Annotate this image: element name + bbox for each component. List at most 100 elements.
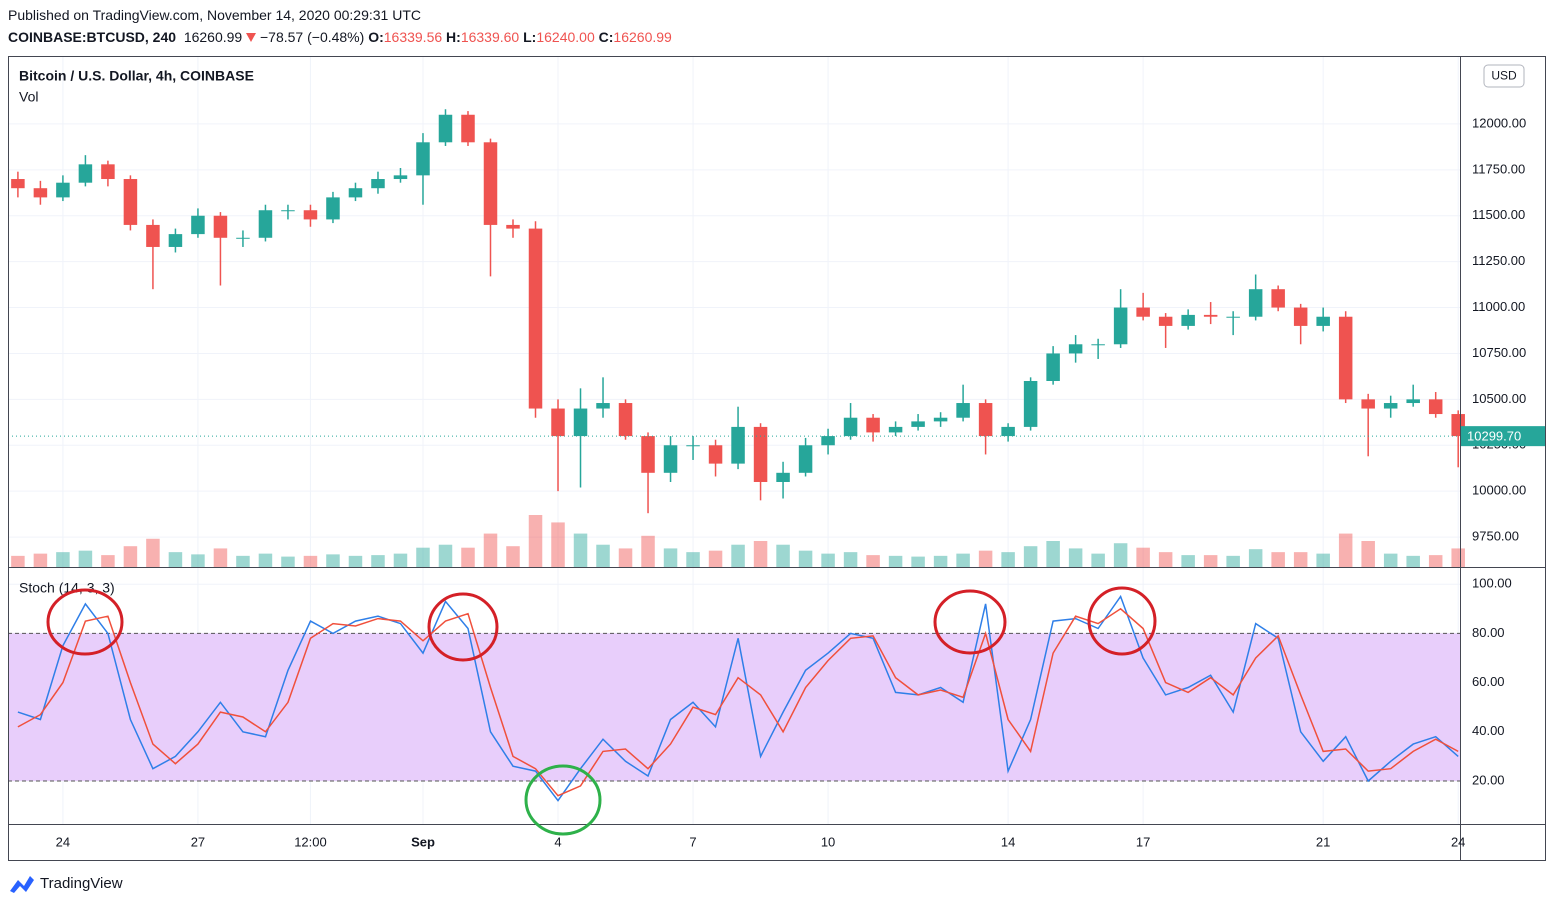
volume-bar [1113,543,1128,567]
candle-body [33,188,48,198]
chart-title: Bitcoin / U.S. Dollar, 4h, COINBASE [19,68,254,84]
quote-line: COINBASE:BTCUSD, 240 16260.99 −78.57 (−0… [8,29,672,45]
volume-bar [821,553,835,567]
volume-bar [146,538,160,567]
candle-body [1226,316,1240,318]
last-price-box [1461,426,1545,447]
volume-bar [1338,533,1353,567]
candle-body [1023,380,1038,427]
volume-bar [956,553,970,567]
x-tick-label: 7 [689,834,696,849]
candle-body [483,142,498,225]
annotation-circle [933,589,1007,655]
candle-body [348,188,363,198]
volume-bar [1158,552,1173,567]
candle-body [1203,314,1218,317]
currency-label: USD [1491,69,1517,83]
x-tick-label: 12:00 [294,834,327,849]
volume-bar [416,547,430,567]
candle-body [371,179,385,189]
candle-body [663,445,678,473]
volume-bar [213,548,228,567]
x-tick-label: 21 [1316,834,1330,849]
ohlc-value: 16240.00 [536,29,595,45]
volume-bar [866,555,880,567]
candle-body [528,228,543,409]
candle-body [866,417,880,433]
candle-body [168,234,183,247]
candle-body [1361,399,1375,409]
volume-bar [911,556,925,567]
x-tick-label: 14 [1001,834,1015,849]
volume-bar [1091,553,1105,567]
volume-bar [641,535,655,567]
ohlc-value: 16260.99 [613,29,672,45]
volume-bar [1068,548,1083,567]
candle-body [56,182,70,198]
candle-body [1046,353,1060,381]
volume-bar [753,541,768,567]
candle-body [776,472,790,482]
volume-bar [56,552,70,567]
volume-bar [1248,549,1263,567]
volume-bar [663,548,678,567]
y-tick-label: 11250.00 [1472,253,1525,268]
candle-body [618,403,633,437]
y-tick-label: 10500.00 [1472,391,1526,406]
currency-badge[interactable] [1483,64,1525,88]
band-fill [8,633,1460,781]
volume-bar [191,554,205,567]
volume-bar [303,555,318,567]
candle-body [1113,307,1128,345]
candle-body [1136,307,1150,317]
volume-bar [843,552,858,567]
frame [8,56,1546,861]
volume-bar [258,553,273,567]
y-tick-label: 12000.00 [1472,115,1526,130]
candle-body [1428,399,1443,415]
volume-bar [78,550,93,567]
candle-body [123,179,138,225]
volume-bar [123,546,138,567]
candle-body [213,215,228,238]
candle-body [821,436,835,446]
volume-bar [1316,553,1330,567]
candle-body [731,426,745,464]
y-tick-label: 40.00 [1472,723,1505,738]
y-tick-label: 100.00 [1472,576,1512,591]
candle-body [326,197,340,220]
candle-body [1001,426,1015,437]
candle-body [1316,316,1330,326]
candle-body [978,403,993,437]
volume-bar [933,555,948,567]
x-tick-label: 27 [191,834,205,849]
volume-bar [326,554,340,567]
candle-body [506,224,520,229]
volume-bar [393,553,408,567]
volume-bar [371,555,385,567]
volume-bar [1136,547,1150,567]
volume-bar [1023,546,1038,567]
candle-body [258,210,273,238]
volume-bar [33,553,48,567]
candle-body [416,142,430,176]
volume-bar [888,555,903,567]
y-tick-label: 10000.00 [1472,483,1526,498]
stoch-line [17,607,1459,797]
volume-bar [483,533,498,567]
candle-body [573,408,588,437]
volume-bar [798,550,813,567]
volume-bar [528,515,543,567]
brand-logo [10,876,34,893]
y-tick-label: 20.00 [1472,772,1505,787]
published-line: Published on TradingView.com, November 1… [8,7,421,23]
data-layer [8,109,1465,802]
volume-bar [1428,555,1443,567]
candle-body [281,210,295,212]
ohlc-label: L: [523,29,537,45]
candle-body [596,403,610,409]
candle-body [753,426,768,482]
volume-bar [618,548,633,567]
